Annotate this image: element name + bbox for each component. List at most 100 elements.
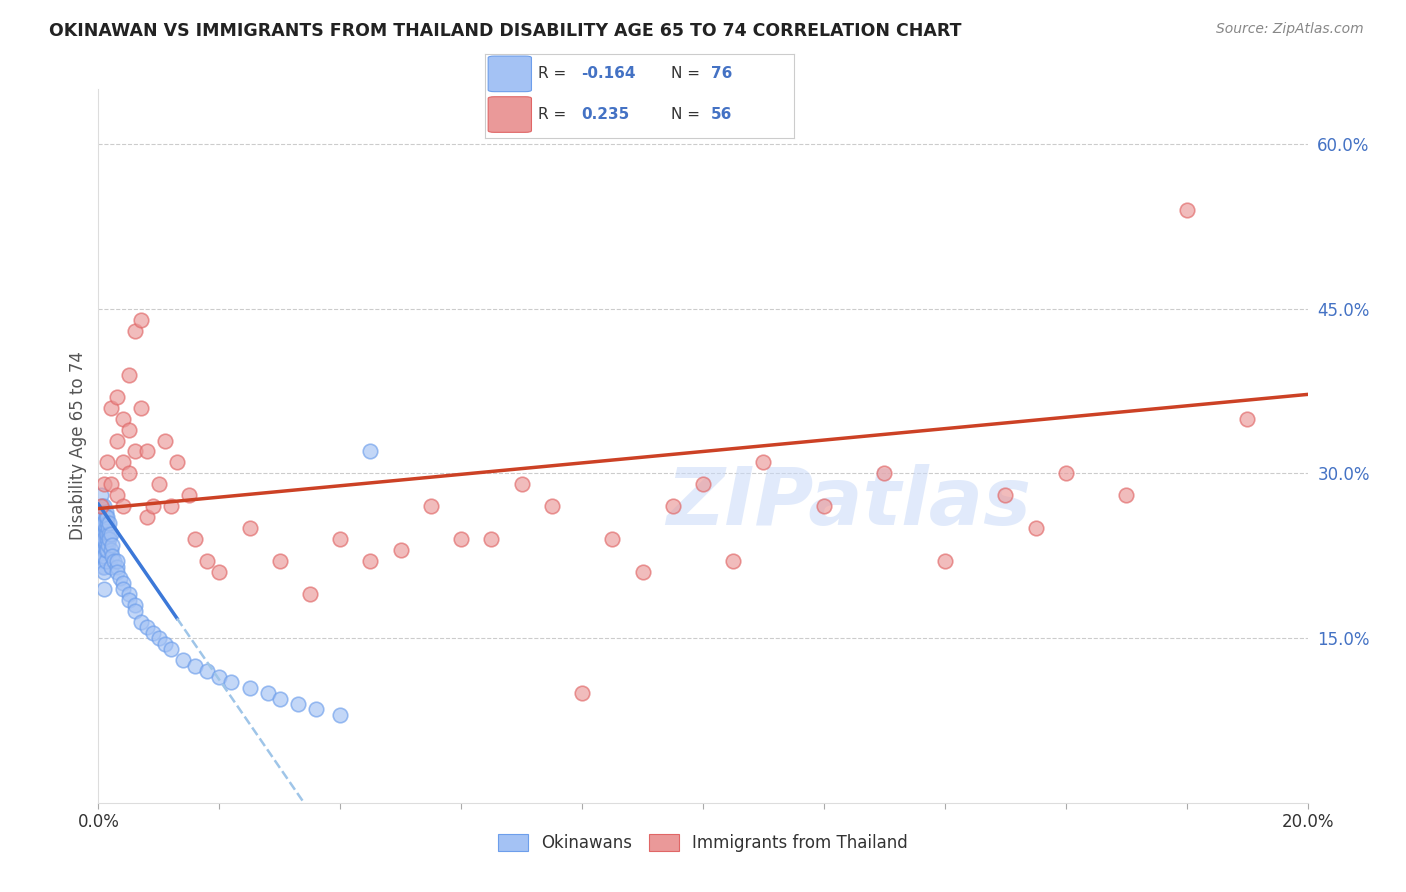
Point [450, 533, 472, 547]
Point [129, 615, 152, 629]
Text: N =: N = [671, 107, 704, 122]
Point [91, 510, 114, 524]
Point [602, 533, 624, 547]
Point [91, 516, 114, 530]
Point [752, 455, 775, 469]
Text: 0.235: 0.235 [581, 107, 630, 122]
Point [105, 566, 128, 580]
Point [100, 538, 122, 552]
Point [360, 554, 382, 568]
Point [93, 533, 115, 547]
Point [160, 642, 183, 657]
Point [166, 455, 188, 469]
Text: N =: N = [671, 66, 704, 81]
Point [118, 587, 141, 601]
Point [1054, 467, 1077, 481]
Point [305, 702, 328, 716]
Point [93, 582, 115, 596]
Point [91, 549, 114, 563]
Point [571, 686, 593, 700]
Text: OKINAWAN VS IMMIGRANTS FROM THAILAND DISABILITY AGE 65 TO 74 CORRELATION CHART: OKINAWAN VS IMMIGRANTS FROM THAILAND DIS… [49, 22, 962, 40]
Point [111, 500, 134, 514]
Point [96, 510, 118, 524]
Point [94, 505, 117, 519]
Text: Source: ZipAtlas.com: Source: ZipAtlas.com [1216, 22, 1364, 37]
Point [91, 533, 114, 547]
Point [124, 444, 146, 458]
Point [94, 521, 117, 535]
Point [723, 554, 745, 568]
Legend: Okinawans, Immigrants from Thailand: Okinawans, Immigrants from Thailand [491, 827, 915, 859]
Point [1115, 488, 1137, 502]
Point [124, 604, 146, 618]
Point [287, 697, 309, 711]
Point [153, 434, 176, 448]
Point [91, 549, 114, 563]
Point [329, 708, 352, 723]
Text: R =: R = [537, 107, 575, 122]
Point [184, 658, 207, 673]
Point [420, 500, 443, 514]
Point [135, 620, 157, 634]
Point [360, 444, 382, 458]
Point [873, 467, 896, 481]
Point [631, 566, 654, 580]
Point [153, 637, 176, 651]
Point [90, 554, 112, 568]
Point [105, 390, 128, 404]
Point [135, 510, 157, 524]
Point [142, 500, 165, 514]
Point [96, 510, 118, 524]
FancyBboxPatch shape [488, 96, 531, 132]
Point [98, 516, 121, 530]
Point [124, 598, 146, 612]
Y-axis label: Disability Age 65 to 74: Disability Age 65 to 74 [69, 351, 87, 541]
Point [93, 526, 115, 541]
Point [100, 401, 122, 415]
Point [269, 691, 291, 706]
Point [94, 554, 117, 568]
FancyBboxPatch shape [488, 56, 531, 92]
Point [329, 533, 352, 547]
Point [108, 571, 131, 585]
Point [179, 488, 201, 502]
Point [135, 444, 157, 458]
Point [540, 500, 562, 514]
Point [124, 324, 146, 338]
Point [105, 434, 128, 448]
Point [91, 543, 114, 558]
Point [142, 625, 165, 640]
Point [208, 566, 231, 580]
Point [93, 477, 115, 491]
Point [96, 516, 118, 530]
Point [172, 653, 194, 667]
Point [105, 488, 128, 502]
Point [90, 538, 112, 552]
Point [96, 526, 118, 541]
Point [100, 559, 122, 574]
Point [91, 500, 114, 514]
Point [97, 521, 120, 535]
Point [389, 543, 412, 558]
Point [111, 411, 134, 425]
Text: 76: 76 [711, 66, 733, 81]
Point [994, 488, 1017, 502]
Point [118, 423, 141, 437]
Text: 56: 56 [711, 107, 733, 122]
Point [184, 533, 207, 547]
Point [1175, 202, 1198, 217]
Point [101, 549, 124, 563]
Point [118, 467, 141, 481]
Point [129, 312, 152, 326]
Point [934, 554, 956, 568]
Point [269, 554, 291, 568]
Text: ZIPatlas: ZIPatlas [665, 464, 1031, 542]
Point [148, 477, 170, 491]
Point [96, 543, 118, 558]
Point [481, 533, 503, 547]
Point [118, 592, 141, 607]
Text: -0.164: -0.164 [581, 66, 636, 81]
Point [97, 526, 120, 541]
Point [813, 500, 835, 514]
Text: R =: R = [537, 66, 571, 81]
